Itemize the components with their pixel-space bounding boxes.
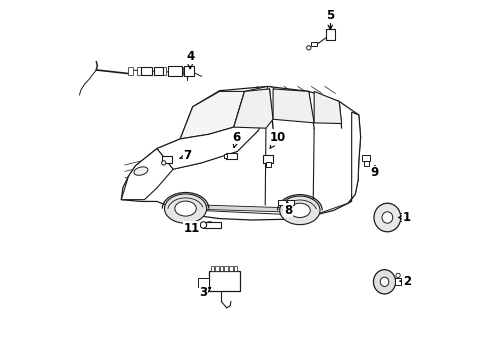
Bar (198, 278, 209, 287)
Bar (203, 222, 220, 228)
Bar (187, 67, 191, 75)
Ellipse shape (289, 203, 309, 217)
Bar (363, 161, 368, 166)
Text: 6: 6 (232, 131, 240, 148)
Ellipse shape (373, 270, 395, 294)
Polygon shape (313, 91, 341, 123)
Bar (141, 67, 151, 75)
Bar (137, 67, 141, 75)
Ellipse shape (373, 203, 400, 232)
Bar (224, 266, 227, 271)
Text: 11: 11 (183, 222, 200, 235)
Text: 4: 4 (186, 50, 194, 69)
Bar (362, 155, 369, 161)
Text: 5: 5 (325, 9, 334, 30)
Polygon shape (201, 205, 312, 213)
Polygon shape (347, 112, 360, 203)
Ellipse shape (175, 201, 196, 216)
Text: 3: 3 (199, 286, 210, 299)
Circle shape (395, 273, 400, 278)
Text: 2: 2 (399, 275, 410, 288)
Bar (220, 266, 223, 271)
Text: 10: 10 (269, 131, 285, 148)
Bar (224, 154, 227, 158)
Ellipse shape (204, 222, 214, 228)
Bar (399, 213, 406, 221)
Bar (229, 266, 232, 271)
Bar (215, 266, 218, 271)
Bar (310, 42, 316, 46)
Bar (162, 67, 166, 75)
Polygon shape (121, 149, 173, 200)
Ellipse shape (134, 167, 147, 175)
Bar (162, 157, 171, 163)
Ellipse shape (380, 277, 388, 287)
Bar (153, 67, 158, 75)
Text: 9: 9 (370, 166, 378, 179)
Bar (278, 200, 285, 205)
Bar (183, 66, 194, 76)
Circle shape (306, 46, 310, 50)
Bar (210, 266, 214, 271)
Text: 8: 8 (284, 203, 292, 217)
Text: 1: 1 (398, 211, 410, 224)
Ellipse shape (279, 196, 320, 225)
Bar (128, 67, 132, 75)
Ellipse shape (200, 222, 206, 228)
Polygon shape (233, 89, 272, 128)
Bar (394, 278, 400, 285)
Bar (325, 29, 334, 40)
Bar (208, 271, 240, 291)
Bar (167, 66, 182, 76)
Bar (145, 67, 149, 75)
Bar (225, 153, 236, 159)
Ellipse shape (164, 194, 206, 223)
Ellipse shape (381, 212, 392, 223)
Polygon shape (121, 86, 360, 220)
Polygon shape (272, 89, 313, 123)
Bar (263, 155, 272, 163)
Bar (265, 162, 271, 167)
Polygon shape (180, 91, 244, 139)
Polygon shape (157, 86, 267, 169)
Circle shape (162, 161, 165, 165)
Bar (179, 67, 183, 75)
Bar (233, 266, 237, 271)
Text: 7: 7 (180, 149, 191, 162)
Bar (154, 67, 163, 75)
Bar (286, 200, 293, 205)
Bar (170, 67, 174, 75)
